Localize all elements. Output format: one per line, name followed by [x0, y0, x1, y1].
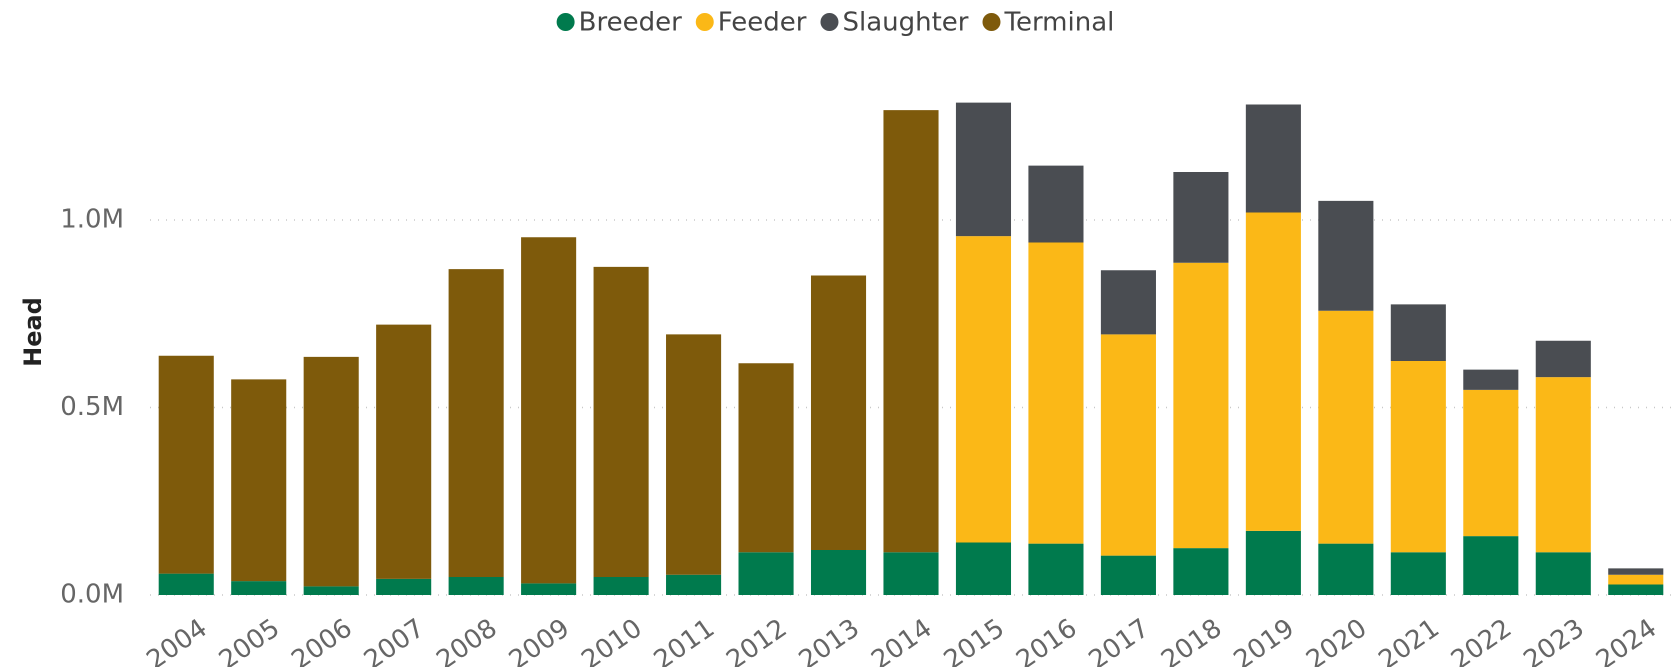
bar-segment — [1100, 555, 1156, 595]
bar-segment — [1390, 361, 1446, 553]
bar-segment — [1028, 543, 1084, 595]
x-tick-label: 2009 — [504, 613, 575, 667]
x-tick-label: 2016 — [1011, 613, 1082, 667]
bar-segment — [1173, 262, 1229, 549]
x-tick-label: 2024 — [1591, 613, 1662, 667]
x-tick-label: 2005 — [214, 613, 285, 667]
bar-segment — [955, 542, 1012, 595]
bar-segment — [666, 334, 722, 575]
x-tick-label: 2012 — [721, 613, 792, 667]
bar-segment — [1463, 369, 1519, 390]
x-tick-label: 2022 — [1446, 613, 1517, 667]
bar-segment — [1028, 242, 1084, 544]
legend-swatch — [556, 13, 575, 31]
x-tick-label: 2011 — [649, 613, 720, 667]
bar-segment — [1245, 530, 1301, 595]
y-tick-label: 1.0M — [60, 205, 124, 235]
bar-segment — [1245, 212, 1301, 531]
bar-segment — [231, 581, 287, 595]
x-tick-label: 2021 — [1373, 613, 1444, 667]
bar-segment — [1245, 104, 1301, 213]
x-tick-label: 2013 — [794, 613, 865, 667]
bar-segment — [810, 275, 867, 550]
bar-segment — [158, 355, 214, 574]
bar-segment — [1390, 304, 1446, 361]
bar-segment — [1028, 165, 1084, 243]
bar-segment — [158, 573, 214, 595]
bar-segment — [593, 266, 649, 577]
y-axis-title: Head — [19, 297, 47, 367]
bar-segment — [955, 236, 1012, 543]
bar-segment — [376, 578, 432, 595]
bar-segment — [1100, 334, 1156, 556]
bar-segment — [738, 363, 794, 553]
bar-segment — [1463, 536, 1519, 595]
bar-segment — [448, 577, 504, 595]
x-tick-label: 2023 — [1518, 613, 1589, 667]
x-tick-label: 2018 — [1156, 613, 1227, 667]
bar-segment — [1608, 584, 1664, 595]
bar-segment — [1318, 310, 1374, 544]
bar-segment — [1535, 340, 1591, 378]
x-tick-label: 2015 — [939, 613, 1010, 667]
bar-segment — [1318, 543, 1374, 595]
legend-label: Slaughter — [842, 8, 968, 38]
bar-segment — [1535, 377, 1591, 553]
legend-label: Feeder — [718, 8, 807, 38]
bar-segment — [1390, 552, 1446, 595]
bar-segment — [883, 552, 939, 595]
x-tick-label: 2014 — [866, 613, 937, 667]
x-tick-label: 2020 — [1301, 613, 1372, 667]
bar-segment — [448, 269, 504, 577]
bar-segment — [810, 550, 867, 595]
y-tick-label: 0.0M — [60, 580, 124, 610]
y-tick-label: 0.5M — [60, 392, 124, 422]
x-tick-label: 2007 — [359, 613, 430, 667]
x-tick-label: 2004 — [141, 613, 212, 667]
bar-segment — [376, 324, 432, 579]
bar-segment — [955, 102, 1012, 237]
x-tick-label: 2019 — [1229, 613, 1300, 667]
bar-segment — [1608, 574, 1664, 585]
bar-segment — [666, 574, 722, 595]
bar-segment — [1173, 172, 1229, 263]
legend: Breeder Feeder Slaughter Terminal — [556, 8, 1114, 38]
bar-segment — [1463, 389, 1519, 537]
bar-segment — [1535, 552, 1591, 595]
legend-label: Terminal — [1003, 8, 1114, 38]
x-tick-label: 2010 — [576, 613, 647, 667]
bar-segment — [593, 577, 649, 595]
legend-swatch — [820, 13, 839, 31]
bar-segment — [1318, 200, 1374, 311]
x-tick-label: 2006 — [286, 613, 357, 667]
bar-segment — [303, 356, 359, 587]
bar-segment — [1608, 568, 1664, 575]
bar-segment — [1173, 548, 1229, 595]
legend-swatch — [982, 13, 1001, 31]
bar-segment — [883, 110, 939, 553]
legend-swatch — [695, 13, 714, 31]
bar-segment — [521, 237, 577, 584]
bar-segment — [303, 586, 359, 595]
bar-segment — [738, 552, 794, 595]
bar-segment — [1100, 270, 1156, 335]
x-tick-label: 2017 — [1084, 613, 1155, 667]
bar-segment — [521, 583, 577, 595]
legend-label: Breeder — [579, 8, 682, 38]
x-tick-label: 2008 — [431, 613, 502, 667]
bar-segment — [231, 379, 287, 582]
